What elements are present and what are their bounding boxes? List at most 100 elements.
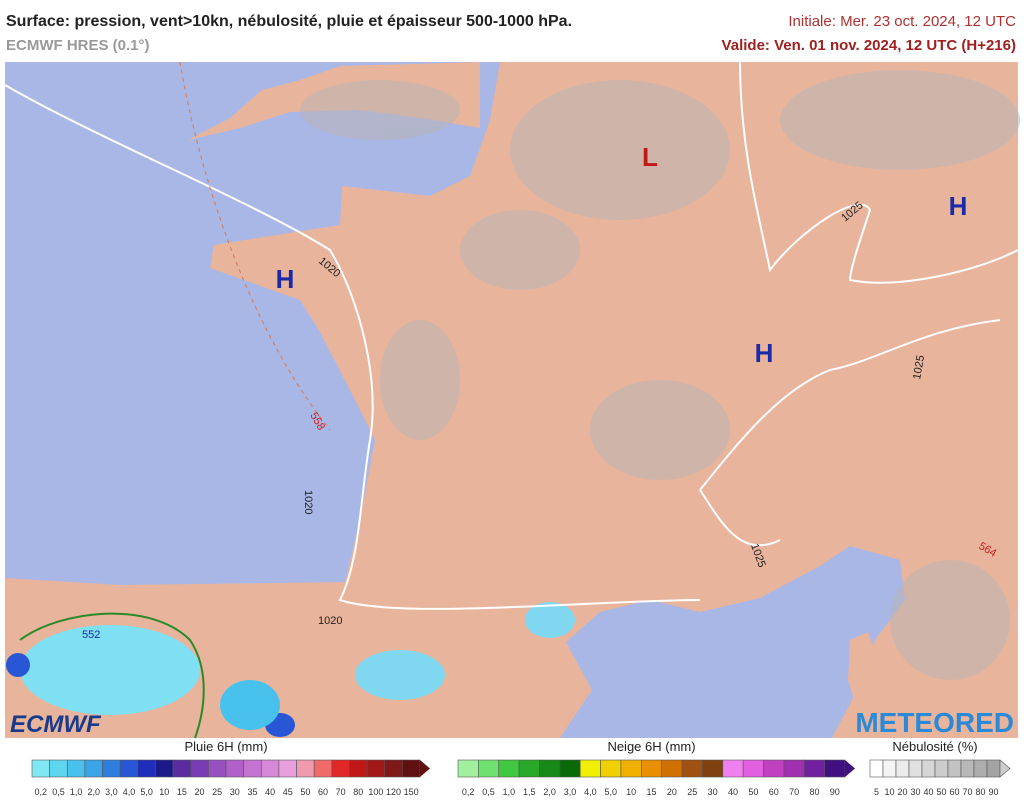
legend-swatch	[641, 759, 662, 778]
legend-swatch	[947, 759, 962, 778]
legend-swatch	[172, 759, 192, 778]
legend-label: 35	[247, 787, 257, 797]
isobar-label: 1025	[911, 354, 927, 380]
legend-swatch	[620, 759, 642, 778]
legend-label: 50	[748, 787, 758, 797]
legend-swatch	[278, 759, 297, 778]
legend-swatch	[260, 759, 280, 778]
legend-swatch	[973, 759, 988, 778]
legend-label: 10	[159, 787, 169, 797]
legend-label: 0,5	[482, 787, 495, 797]
legend-swatch	[349, 759, 368, 778]
legend-swatch	[661, 759, 683, 778]
legend-label: 5	[874, 787, 879, 797]
isobars	[4, 61, 1019, 610]
legend-swatch	[190, 759, 209, 778]
land	[5, 62, 1018, 738]
legend-label: 30	[708, 787, 718, 797]
legend-swatch	[921, 759, 936, 778]
legend-label: 80	[975, 787, 985, 797]
legend-swatch	[225, 759, 244, 778]
legend-label: 50	[936, 787, 946, 797]
legend-label: 1,0	[503, 787, 516, 797]
initial-time: Initiale: Mer. 23 oct. 2024, 12 UTC	[788, 13, 1016, 30]
legend-label: 45	[283, 787, 293, 797]
legend-label: 40	[265, 787, 275, 797]
legend-label: 40	[923, 787, 933, 797]
legend-swatch	[155, 759, 174, 778]
legend-label: 3,0	[564, 787, 577, 797]
legend-swatch	[402, 759, 421, 778]
legend-swatch	[66, 759, 86, 778]
meteored-logo: METEORED	[855, 707, 1014, 738]
legend-swatch	[908, 759, 923, 778]
legend-label: 3,0	[105, 787, 118, 797]
corsica	[848, 632, 878, 712]
legend-swatch	[208, 759, 227, 778]
pressure-centers: H L H H H	[276, 142, 968, 368]
legend-swatch	[313, 759, 333, 778]
legend-label: 70	[962, 787, 972, 797]
legend-label: 80	[353, 787, 363, 797]
legend-label: 80	[809, 787, 819, 797]
mediterranean	[560, 546, 905, 738]
legend-swatch	[600, 759, 622, 778]
legend-arrow	[999, 759, 1011, 778]
legend-swatch	[824, 759, 846, 778]
legend-label: 4,0	[123, 787, 136, 797]
legend-label: 1,0	[70, 787, 83, 797]
legend-label: 2,0	[87, 787, 100, 797]
legend-swatch	[986, 759, 1001, 778]
legend-title: Pluie 6H (mm)	[184, 739, 267, 754]
legend-label: 10	[626, 787, 636, 797]
legend-label: 60	[769, 787, 779, 797]
legend-swatch	[243, 759, 262, 778]
legend-swatch	[579, 759, 601, 778]
legend-swatch	[498, 759, 520, 778]
legend-label: 5,0	[605, 787, 618, 797]
legend-label: 15	[177, 787, 187, 797]
legend-label: 150	[404, 787, 419, 797]
isobar-label: 1020	[318, 615, 342, 627]
legend-label: 1,5	[523, 787, 536, 797]
legend-label: 40	[728, 787, 738, 797]
legend-swatch	[384, 759, 403, 778]
map: H L H H H 1020 1025 1025 1020 1025 1020 …	[4, 61, 1020, 739]
legend-label: 2,0	[543, 787, 556, 797]
legend-swatch	[366, 759, 386, 778]
legend-swatch	[763, 759, 785, 778]
legend-swatch	[559, 759, 581, 778]
legends: Pluie 6H (mm) 0,2 0,5 1,0 2,0 3,0 4,0 5,0 10 15 20…	[31, 739, 1011, 797]
valid-time: Valide: Ven. 01 nov. 2024, 12 UTC (H+216…	[722, 37, 1016, 54]
legend-label: 15	[646, 787, 656, 797]
legend-swatch	[102, 759, 121, 778]
legend-label: 25	[212, 787, 222, 797]
thickness-line	[19, 612, 205, 739]
thickness-label: 552	[82, 629, 100, 641]
legend-title: Neige 6H (mm)	[607, 739, 695, 754]
legend-swatch	[742, 759, 764, 778]
legend-swatch	[457, 759, 479, 778]
legend-label: 20	[195, 787, 205, 797]
legend-label: 5,0	[140, 787, 153, 797]
legend-swatch	[960, 759, 975, 778]
model: ECMWF HRES (0.1°)	[6, 37, 150, 54]
legend-label: 10	[884, 787, 894, 797]
legend-swatch	[296, 759, 315, 778]
legend-label: 90	[830, 787, 840, 797]
legend-label: 30	[230, 787, 240, 797]
legend-swatch	[49, 759, 68, 778]
cloud-cover	[300, 70, 1020, 680]
legend-arrow	[845, 760, 855, 777]
legend-swatch	[702, 759, 724, 778]
legend-swatch	[478, 759, 500, 778]
legend-swatch	[539, 759, 561, 778]
legend-swatch	[137, 759, 156, 778]
legend-label: 70	[789, 787, 799, 797]
legend-swatch	[895, 759, 910, 778]
legend-label: 0,2	[462, 787, 475, 797]
legend-swatch	[331, 759, 350, 778]
legend-label: 120	[386, 787, 401, 797]
